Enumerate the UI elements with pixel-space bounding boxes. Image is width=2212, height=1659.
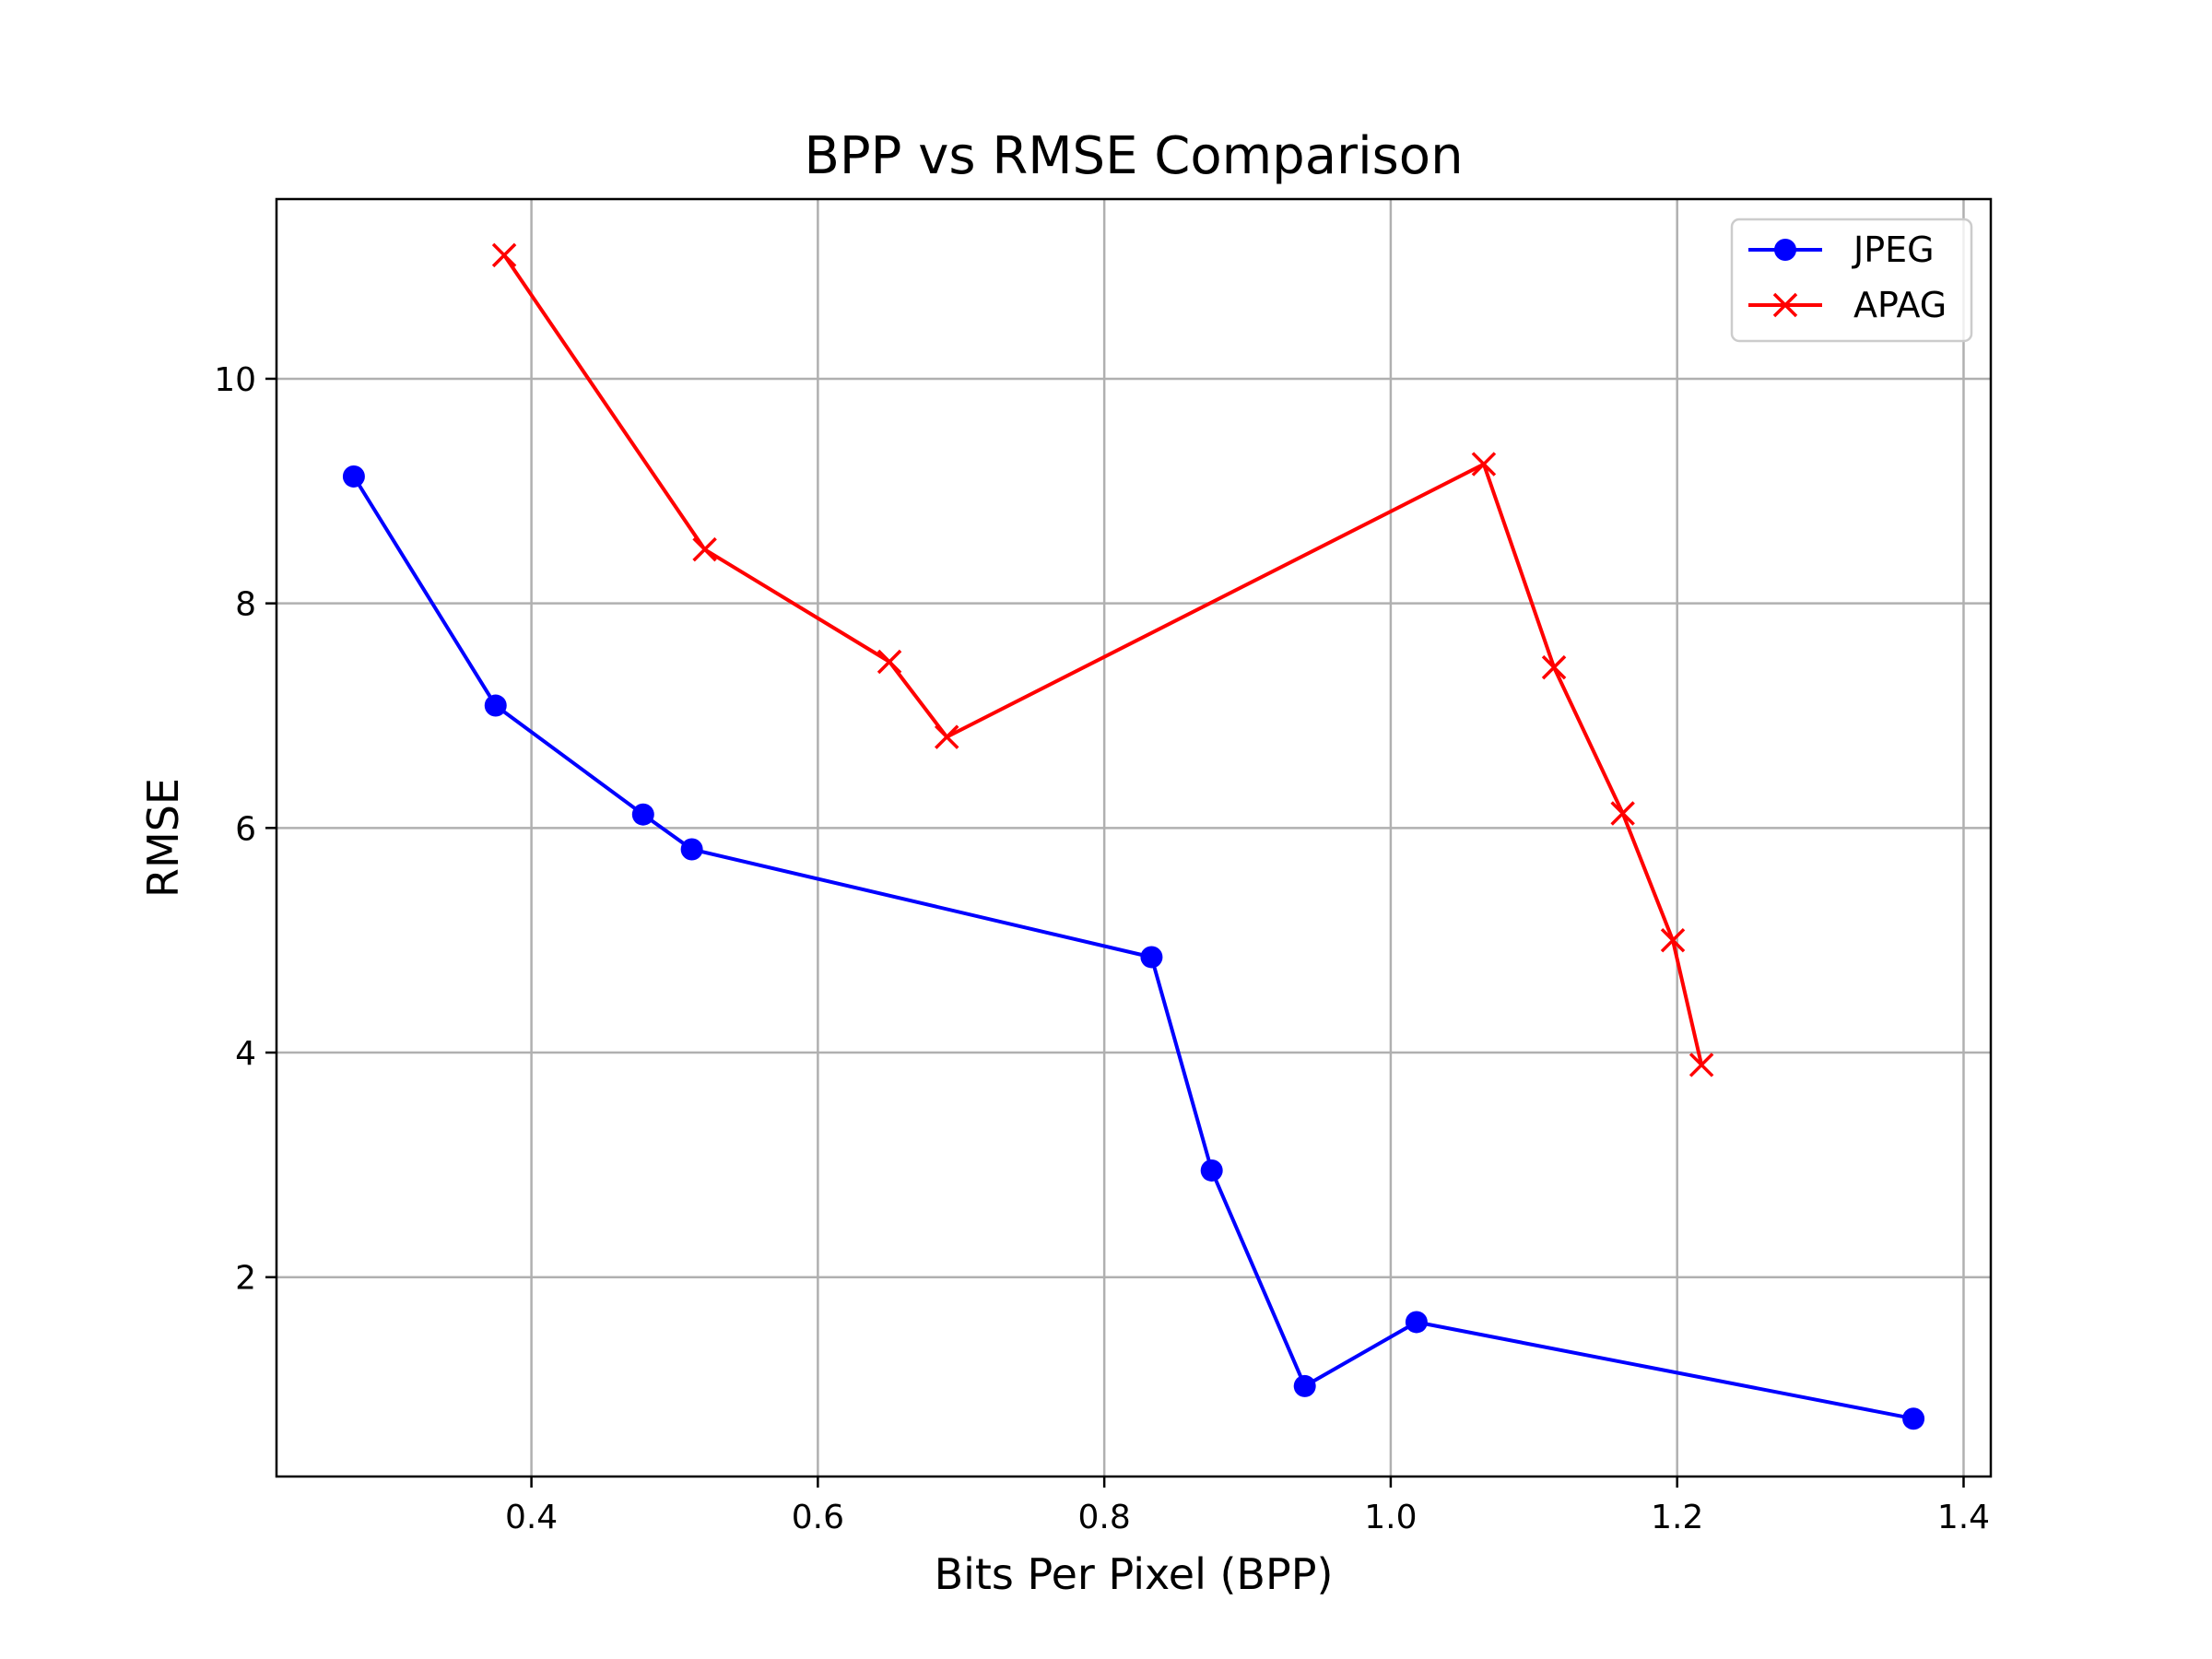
data-point-jpeg xyxy=(680,838,703,861)
y-tick-label: 4 xyxy=(235,1035,256,1073)
data-point-jpeg xyxy=(1140,946,1163,969)
series-apag xyxy=(491,242,1714,1077)
series-jpeg xyxy=(342,465,1925,1430)
legend: JPEG APAG xyxy=(1730,218,1973,343)
grid xyxy=(276,199,1991,1477)
data-point-apag xyxy=(1541,654,1567,680)
x-tick-label: 1.4 xyxy=(1937,1499,1990,1536)
legend-label-apag: APAG xyxy=(1853,285,1947,325)
chart-title: BPP vs RMSE Comparison xyxy=(804,126,1463,186)
data-point-apag xyxy=(1660,927,1686,953)
data-point-jpeg xyxy=(1902,1407,1925,1430)
legend-label-jpeg: JPEG xyxy=(1852,229,1935,270)
data-point-jpeg xyxy=(631,803,654,826)
x-tick-label: 1.2 xyxy=(1651,1499,1703,1536)
x-tick-label: 0.4 xyxy=(505,1499,558,1536)
y-tick-label: 6 xyxy=(235,810,256,848)
axis-ticks: 0.4 0.6 0.8 1.0 1.2 1.4 2 4 6 8 10 xyxy=(214,361,1990,1536)
legend-marker-jpeg xyxy=(1774,239,1796,261)
data-point-apag xyxy=(934,724,959,749)
data-point-apag xyxy=(877,649,902,675)
plot-frame xyxy=(275,197,1993,1478)
data-point-apag xyxy=(1610,801,1635,826)
data-point-jpeg xyxy=(342,465,365,488)
y-tick-label: 8 xyxy=(235,586,256,624)
series-line-apag xyxy=(502,253,1704,1065)
data-point-jpeg xyxy=(1293,1374,1316,1397)
y-tick-label: 10 xyxy=(214,361,256,399)
data-point-apag xyxy=(692,536,717,562)
x-tick-label: 0.8 xyxy=(1078,1499,1131,1536)
plot-series xyxy=(342,242,1925,1430)
data-point-jpeg xyxy=(484,694,507,717)
legend-marker-apag xyxy=(1772,292,1798,318)
data-point-jpeg xyxy=(1405,1311,1428,1334)
x-tick-label: 0.6 xyxy=(792,1499,844,1536)
data-point-apag xyxy=(491,242,517,268)
x-axis-label: Bits Per Pixel (BPP) xyxy=(935,1549,1334,1599)
data-point-apag xyxy=(1688,1053,1714,1077)
y-axis-label: RMSE xyxy=(138,778,188,898)
y-tick-label: 2 xyxy=(235,1260,256,1298)
data-point-apag xyxy=(1471,452,1497,477)
data-point-jpeg xyxy=(1200,1159,1223,1182)
x-tick-label: 1.0 xyxy=(1364,1499,1417,1536)
